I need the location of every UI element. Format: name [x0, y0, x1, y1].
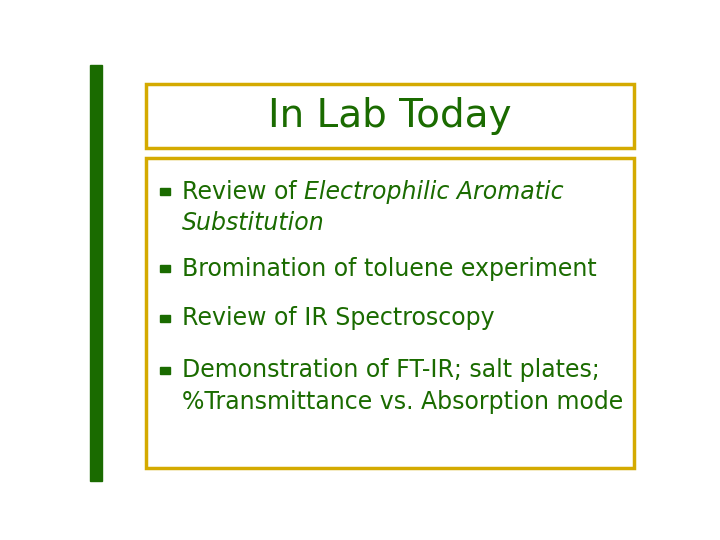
- Text: Substitution: Substitution: [182, 211, 325, 235]
- Text: Review of: Review of: [182, 180, 305, 204]
- Bar: [160, 315, 170, 322]
- FancyBboxPatch shape: [145, 84, 634, 148]
- Text: %Transmittance vs. Absorption mode: %Transmittance vs. Absorption mode: [182, 389, 624, 414]
- Text: Demonstration of FT-IR; salt plates;: Demonstration of FT-IR; salt plates;: [182, 359, 600, 382]
- Bar: [90, 65, 102, 481]
- FancyBboxPatch shape: [145, 158, 634, 468]
- Bar: [160, 265, 170, 272]
- Bar: [160, 367, 170, 374]
- Text: Bromination of toluene experiment: Bromination of toluene experiment: [182, 256, 597, 281]
- Text: In Lab Today: In Lab Today: [268, 97, 512, 135]
- Text: Review of IR Spectroscopy: Review of IR Spectroscopy: [182, 306, 495, 330]
- Text: Electrophilic Aromatic: Electrophilic Aromatic: [305, 180, 564, 204]
- Bar: [160, 188, 170, 195]
